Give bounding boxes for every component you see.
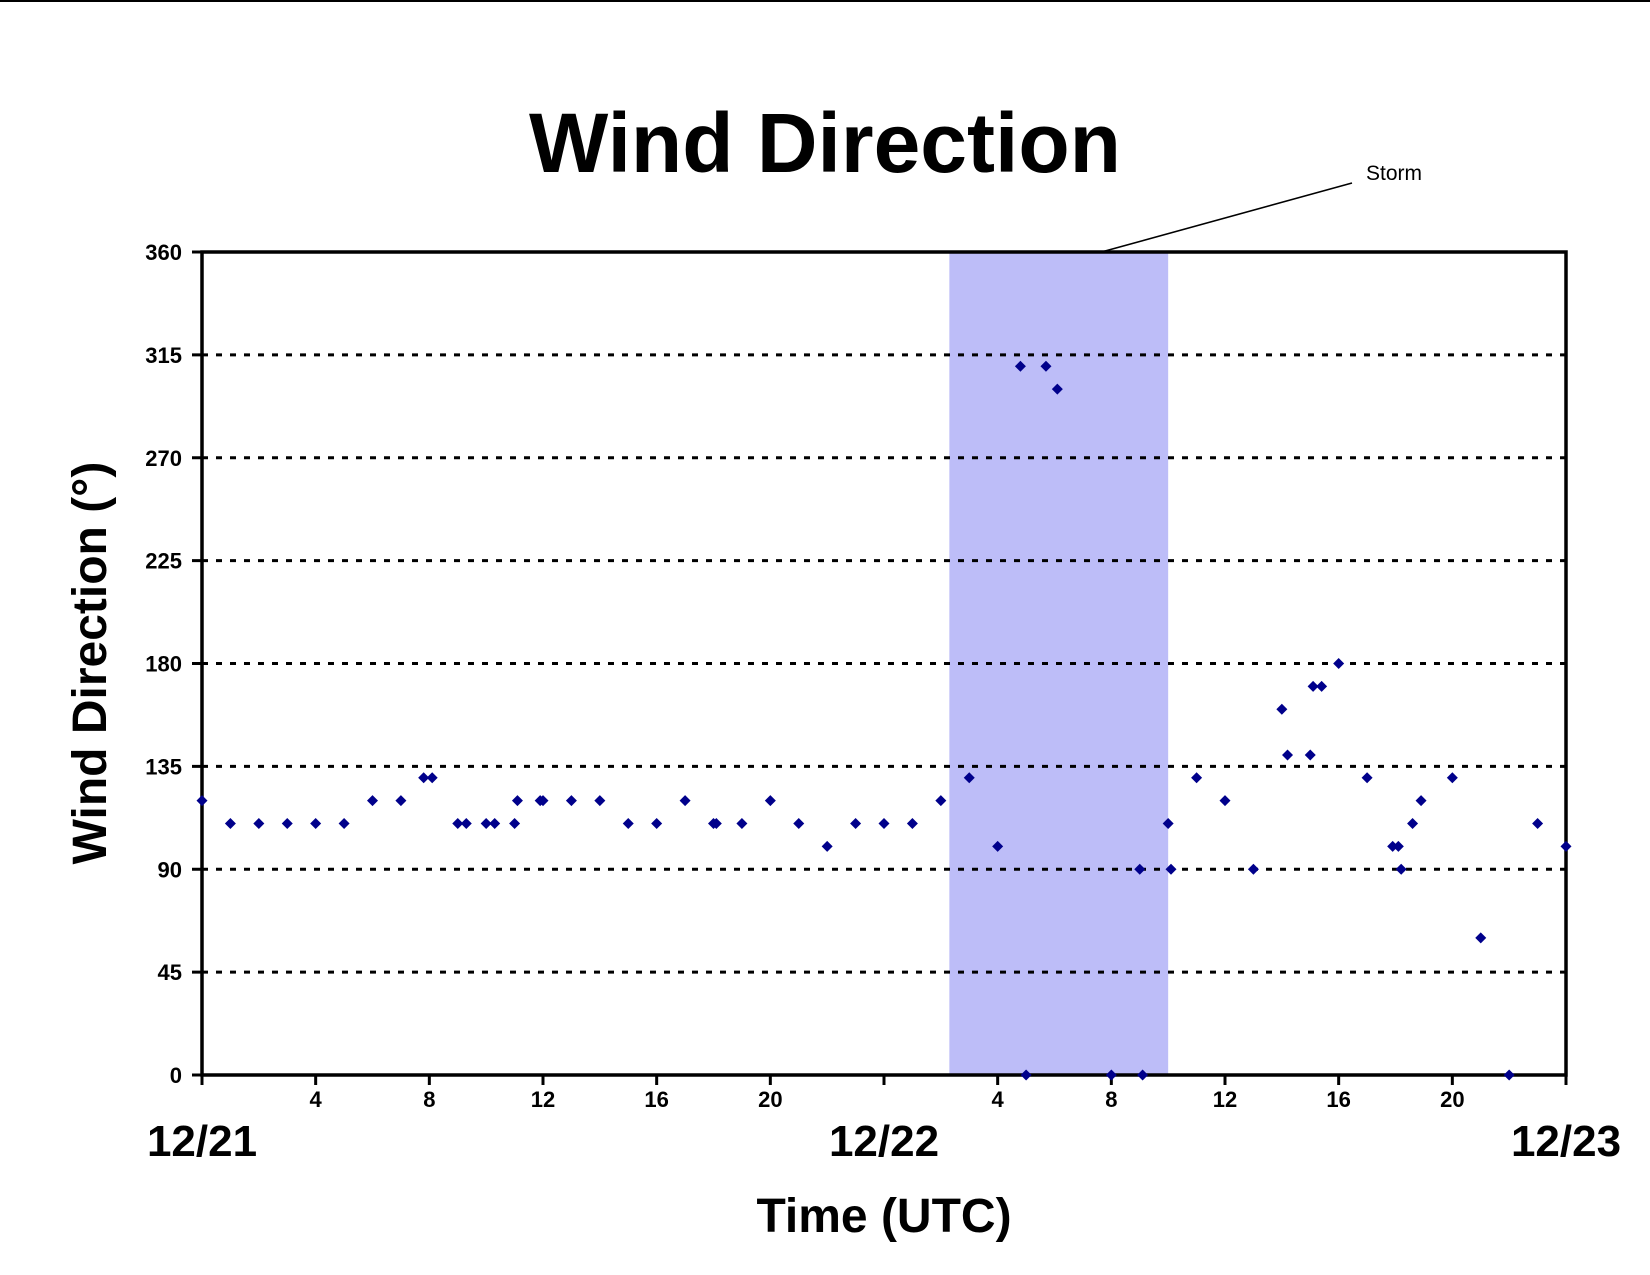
data-point <box>1137 1069 1149 1081</box>
y-tick-label: 270 <box>145 446 182 471</box>
x-axis-title: Time (UTC) <box>756 1190 1011 1243</box>
x-tick-label: 8 <box>423 1087 435 1112</box>
data-point <box>367 795 378 807</box>
data-point <box>565 795 577 807</box>
data-point <box>480 818 492 830</box>
data-point <box>224 818 236 830</box>
data-point <box>1415 795 1427 807</box>
x-tick-label: 4 <box>310 1087 323 1112</box>
data-point <box>1282 749 1294 761</box>
data-point <box>1014 360 1026 372</box>
x-tick-label: 16 <box>644 1087 668 1112</box>
data-point <box>1503 1069 1515 1081</box>
data-point <box>1162 818 1174 830</box>
data-point <box>1165 863 1177 875</box>
data-point <box>460 818 472 830</box>
data-point <box>736 818 748 830</box>
data-point <box>1316 680 1328 692</box>
data-point <box>821 840 833 852</box>
data-point <box>1395 863 1407 875</box>
data-point <box>935 795 947 807</box>
data-point <box>1475 932 1487 944</box>
y-tick-label: 225 <box>145 549 182 574</box>
date-label: 12/23 <box>1511 1117 1621 1166</box>
x-tick-label: 8 <box>1105 1087 1117 1112</box>
data-point <box>1361 772 1373 784</box>
data-point <box>1446 772 1458 784</box>
x-tick-label: 12 <box>1213 1087 1237 1112</box>
data-point <box>1407 818 1419 830</box>
data-point <box>1560 840 1572 852</box>
date-label: 12/22 <box>829 1117 939 1166</box>
data-point <box>509 818 521 830</box>
data-point <box>537 795 549 807</box>
data-point <box>1020 1069 1032 1081</box>
y-axis-title: Wind Direction (°) <box>64 462 117 865</box>
data-point <box>1040 360 1052 372</box>
y-tick-label: 45 <box>158 960 182 985</box>
data-point <box>679 795 691 807</box>
data-point <box>310 818 322 830</box>
x-tick-label: 4 <box>992 1087 1005 1112</box>
chart-title: Wind Direction <box>529 96 1121 190</box>
storm-annotation-leader <box>1101 182 1353 253</box>
data-point <box>793 818 805 830</box>
y-axis-tick-labels: 0 45 90 135 180 225 270 315 360 <box>145 240 182 1088</box>
y-tick-label: 360 <box>145 240 182 265</box>
gridlines <box>192 250 1566 1077</box>
x-tick-label: 20 <box>758 1087 782 1112</box>
data-point <box>489 818 501 830</box>
data-point <box>395 795 407 807</box>
y-tick-label: 90 <box>158 857 182 882</box>
data-point <box>878 818 890 830</box>
data-point <box>622 818 634 830</box>
data-point <box>1333 658 1345 669</box>
data-point <box>338 818 350 830</box>
data-points <box>196 360 1572 1081</box>
x-axis-date-labels: 12/21 12/22 12/23 <box>147 1117 1621 1166</box>
data-point <box>963 772 975 784</box>
data-point <box>452 818 464 830</box>
data-point <box>1134 863 1146 875</box>
x-axis-hour-labels: 4 8 12 16 20 4 8 12 16 20 <box>310 1087 1465 1112</box>
data-point <box>253 818 265 830</box>
x-tick-label: 16 <box>1326 1087 1350 1112</box>
data-point <box>281 818 293 830</box>
data-point <box>1191 772 1203 784</box>
plot-area-frame <box>200 250 1568 1077</box>
data-point <box>992 840 1004 852</box>
data-point <box>1105 1069 1117 1081</box>
data-point <box>1307 680 1319 692</box>
data-point <box>1276 703 1288 715</box>
x-tick-label: 12 <box>531 1087 555 1112</box>
data-point <box>1247 863 1259 875</box>
data-point <box>906 818 918 830</box>
data-point <box>1392 840 1404 852</box>
x-tick-label: 20 <box>1440 1087 1464 1112</box>
y-tick-label: 315 <box>145 343 182 368</box>
data-point <box>1051 383 1063 395</box>
data-point <box>764 795 776 807</box>
data-point <box>1532 818 1544 830</box>
data-point <box>1219 795 1231 807</box>
data-point <box>418 772 430 784</box>
data-point <box>594 795 606 807</box>
date-label: 12/21 <box>147 1117 257 1166</box>
y-tick-label: 0 <box>170 1063 182 1088</box>
data-point <box>710 818 722 830</box>
data-point <box>651 818 663 830</box>
storm-annotation-label: Storm <box>1366 162 1422 185</box>
data-point <box>1387 840 1399 852</box>
data-point <box>850 818 862 830</box>
y-tick-label: 180 <box>145 652 182 677</box>
y-tick-label: 135 <box>145 754 182 779</box>
data-point <box>426 772 438 784</box>
data-point <box>1304 749 1316 761</box>
data-point <box>511 795 523 807</box>
data-point <box>196 795 208 807</box>
